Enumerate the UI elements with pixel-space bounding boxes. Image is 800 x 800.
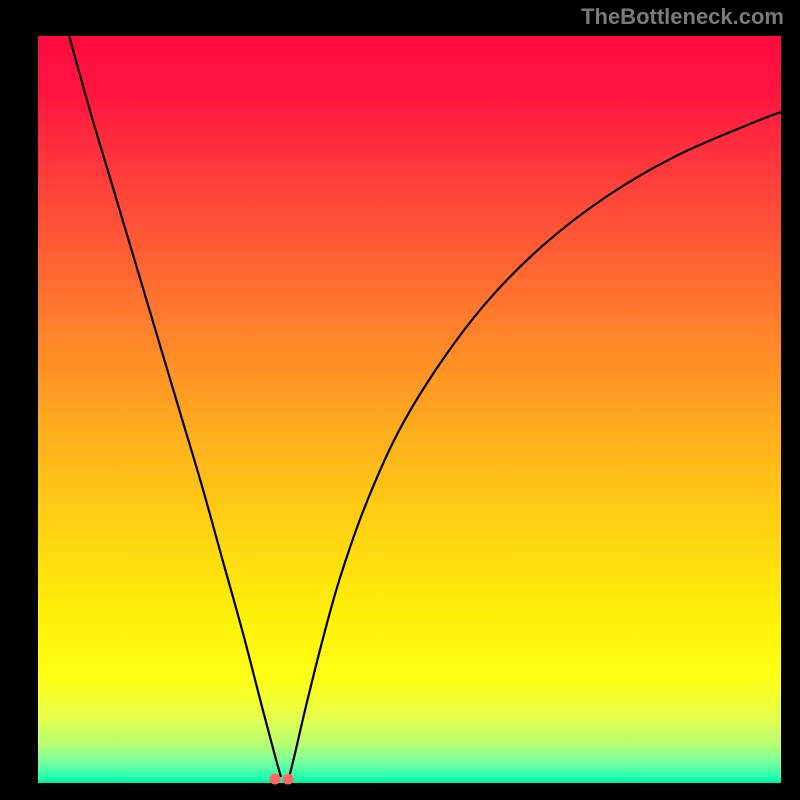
chart-area [38, 36, 781, 783]
bottleneck-marker [283, 774, 294, 785]
curve-left-branch [69, 36, 281, 777]
watermark-label: TheBottleneck.com [581, 4, 784, 30]
bottleneck-marker [270, 773, 281, 784]
curve-right-branch [289, 112, 781, 777]
bottleneck-curve [38, 36, 781, 783]
